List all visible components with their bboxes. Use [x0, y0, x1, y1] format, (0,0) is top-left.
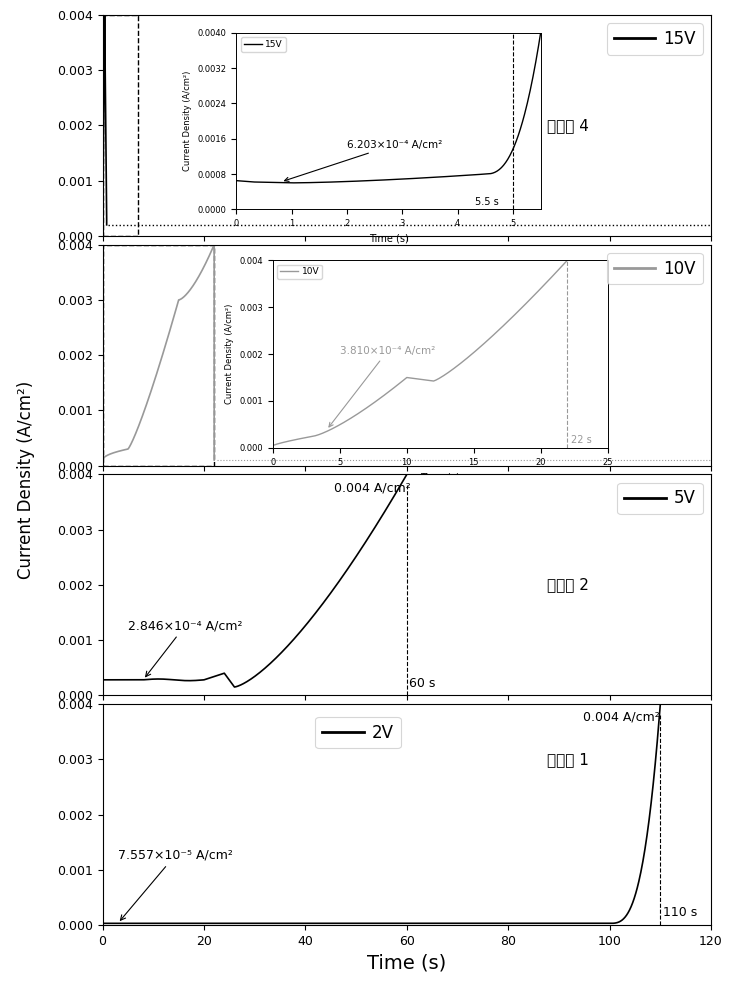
Text: 实施例 4: 实施例 4 [547, 118, 589, 133]
Text: 0.004 A/cm²: 0.004 A/cm² [583, 711, 660, 724]
Text: 实施例 3: 实施例 3 [547, 348, 589, 363]
Text: 实施例 1: 实施例 1 [547, 752, 589, 767]
Text: 60 s: 60 s [409, 677, 435, 690]
Text: 110 s: 110 s [663, 906, 697, 919]
Bar [103, 245, 214, 466]
X-axis label: Time (s): Time (s) [367, 953, 446, 972]
Legend: 10V: 10V [607, 253, 703, 284]
Text: 2.846×10⁻⁴ A/cm²: 2.846×10⁻⁴ A/cm² [128, 619, 243, 677]
Legend: 2V: 2V [315, 717, 401, 748]
Text: 0.004 A/cm²: 0.004 A/cm² [334, 481, 410, 494]
Text: 7.557×10⁻⁵ A/cm²: 7.557×10⁻⁵ A/cm² [118, 849, 232, 920]
Text: 实施例 2: 实施例 2 [547, 577, 589, 592]
Legend: 15V: 15V [607, 23, 703, 55]
Bar [103, 15, 138, 236]
Text: Current Density (A/cm²): Current Density (A/cm²) [17, 381, 34, 579]
Legend: 5V: 5V [617, 483, 703, 514]
